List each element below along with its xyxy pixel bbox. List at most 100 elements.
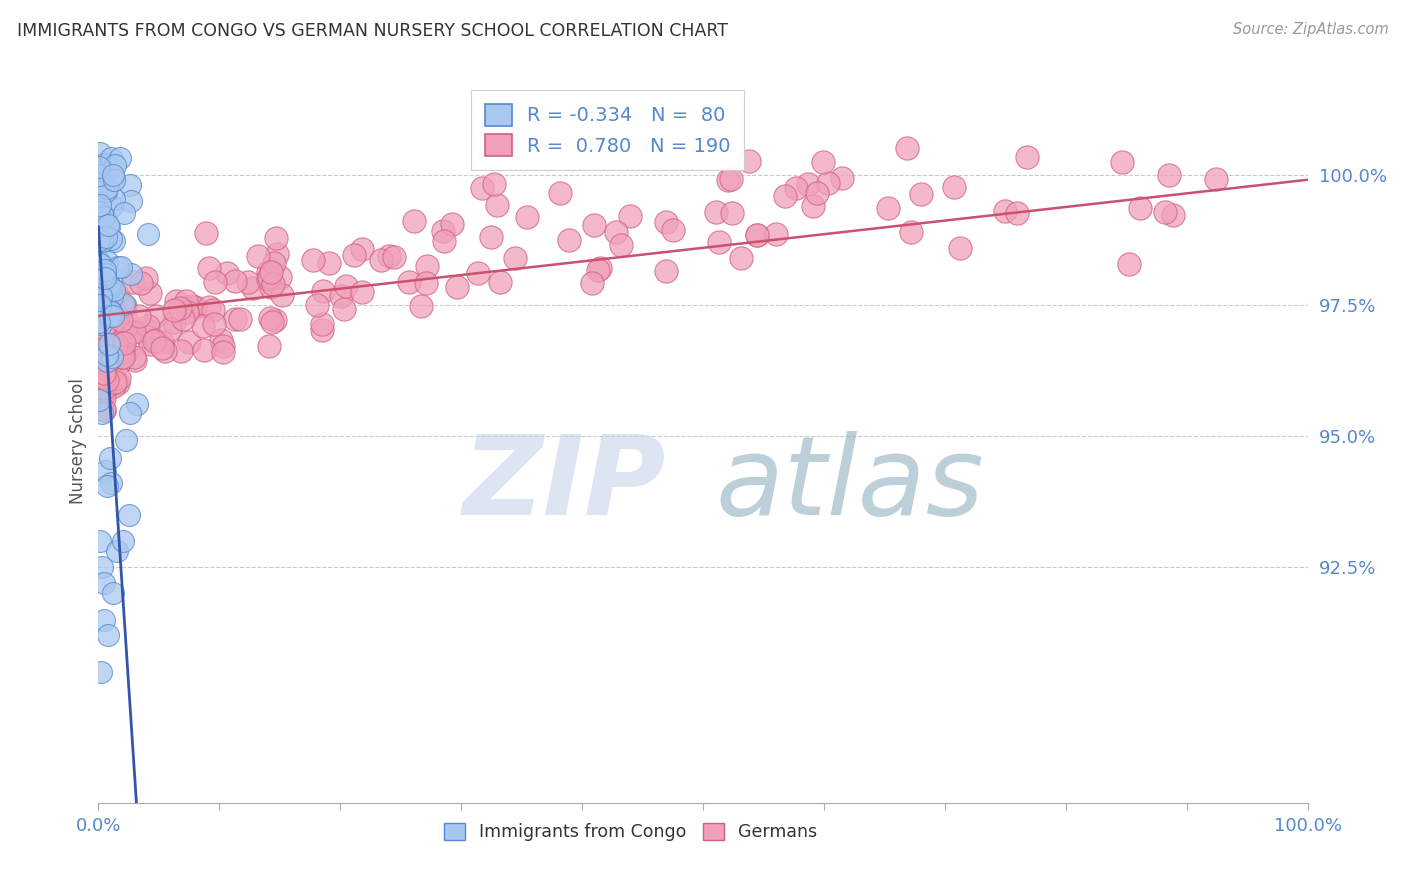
Point <box>103 234 125 248</box>
Point <box>107 371 129 385</box>
Point <box>100 232 122 246</box>
Point <box>103 173 125 187</box>
Point <box>558 233 581 247</box>
Point <box>302 253 325 268</box>
Point <box>135 271 157 285</box>
Point <box>516 210 538 224</box>
Point <box>662 222 685 236</box>
Point <box>93 329 115 343</box>
Point <box>114 312 136 326</box>
Point <box>162 315 184 329</box>
Point <box>211 344 233 359</box>
Point <box>118 178 141 192</box>
Point <box>100 363 122 377</box>
Point <box>104 158 127 172</box>
Point <box>211 339 233 353</box>
Point <box>111 299 134 313</box>
Point <box>440 217 463 231</box>
Point <box>110 313 132 327</box>
Point <box>114 321 136 335</box>
Point <box>91 234 114 248</box>
Point <box>305 298 328 312</box>
Point <box>382 250 405 264</box>
Point <box>90 169 112 183</box>
Point <box>96 181 118 195</box>
Point <box>136 318 159 333</box>
Point <box>582 218 605 232</box>
Point <box>93 336 115 351</box>
Point <box>93 318 115 333</box>
Point <box>409 299 432 313</box>
Point <box>100 309 122 323</box>
Point <box>264 312 287 326</box>
Point <box>94 368 117 382</box>
Point <box>101 586 124 600</box>
Point <box>900 225 922 239</box>
Point <box>260 265 283 279</box>
Point <box>97 337 120 351</box>
Point <box>266 246 288 260</box>
Point <box>93 370 115 384</box>
Text: ZIP: ZIP <box>463 432 666 539</box>
Point <box>765 227 787 241</box>
Text: IMMIGRANTS FROM CONGO VS GERMAN NURSERY SCHOOL CORRELATION CHART: IMMIGRANTS FROM CONGO VS GERMAN NURSERY … <box>17 22 728 40</box>
Point <box>312 285 335 299</box>
Point <box>127 396 149 410</box>
Point <box>89 160 111 174</box>
Point <box>93 366 115 380</box>
Point <box>398 275 420 289</box>
Point <box>110 260 132 274</box>
Point <box>159 321 181 335</box>
Point <box>104 354 127 368</box>
Point <box>103 193 125 207</box>
Legend: Immigrants from Congo, Germans: Immigrants from Congo, Germans <box>437 815 824 848</box>
Point <box>96 218 118 232</box>
Point <box>169 301 191 316</box>
Point <box>100 332 122 346</box>
Point <box>224 311 246 326</box>
Point <box>785 181 807 195</box>
Point <box>107 289 129 303</box>
Point <box>93 403 115 417</box>
Point <box>93 380 115 394</box>
Point <box>93 270 115 285</box>
Point <box>1154 205 1177 219</box>
Point <box>876 201 898 215</box>
Text: atlas: atlas <box>716 432 984 539</box>
Point <box>377 250 399 264</box>
Point <box>150 334 173 349</box>
Point <box>204 275 226 289</box>
Point <box>89 146 111 161</box>
Point <box>586 262 609 277</box>
Point <box>136 227 159 241</box>
Point <box>91 560 114 574</box>
Point <box>165 294 187 309</box>
Point <box>111 534 134 549</box>
Point <box>246 250 269 264</box>
Point <box>93 613 115 627</box>
Point <box>948 241 970 255</box>
Point <box>87 233 110 247</box>
Point <box>101 168 124 182</box>
Point <box>172 312 194 326</box>
Point <box>610 237 633 252</box>
Point <box>98 292 121 306</box>
Point <box>1159 168 1181 182</box>
Point <box>107 376 129 390</box>
Point <box>93 321 115 335</box>
Point <box>101 351 124 365</box>
Point <box>198 300 221 314</box>
Point <box>318 256 340 270</box>
Point <box>352 285 374 299</box>
Point <box>209 333 232 347</box>
Point <box>193 343 215 357</box>
Point <box>224 274 246 288</box>
Point <box>350 242 373 256</box>
Point <box>103 309 125 323</box>
Point <box>100 152 122 166</box>
Point <box>174 294 197 309</box>
Point <box>343 248 366 262</box>
Point <box>98 451 121 466</box>
Point <box>150 341 173 355</box>
Point <box>96 348 118 362</box>
